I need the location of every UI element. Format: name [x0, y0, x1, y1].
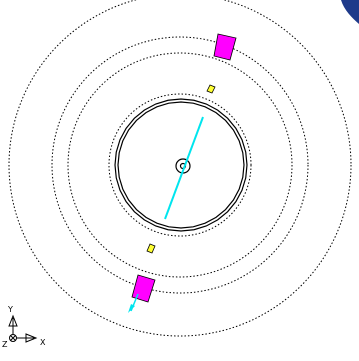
outer-orbit-ring [8, 0, 352, 337]
middle-orbit-ring [51, 36, 309, 294]
shaft-line [164, 116, 204, 220]
coordinate-triad-icon: Y X Z [2, 305, 46, 349]
z-axis-label: Z [2, 340, 8, 349]
y-axis-label: Y [7, 305, 13, 314]
yellow-marker-top [206, 84, 216, 94]
yellow-marker-bottom [146, 243, 156, 254]
corner-shape [341, 0, 359, 24]
inner-orbit-ring [67, 52, 293, 278]
direction-arrow-head [128, 304, 135, 313]
x-axis-label: X [40, 338, 46, 347]
core-orbit-ring [108, 93, 252, 237]
wheel-outer-rim [114, 98, 248, 232]
wheel-inner-rim [117, 101, 245, 229]
magenta-block-bottom [131, 274, 156, 303]
magenta-block-top [213, 33, 237, 61]
